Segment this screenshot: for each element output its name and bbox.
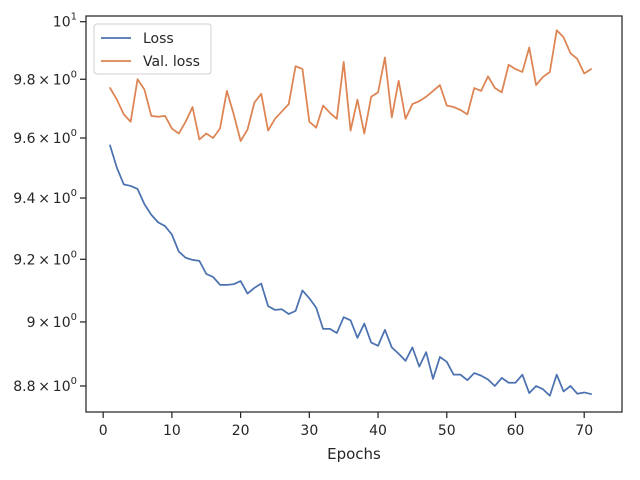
y-tick-label: 9.2 × 100 [13,249,77,268]
legend-entry: Val. loss [143,54,200,70]
series-line-val-loss [109,29,592,142]
x-tick-label: 60 [507,423,525,439]
x-tick-label: 50 [438,423,456,439]
x-tick-label: 70 [575,423,593,439]
legend: Loss Val. loss [93,23,212,75]
x-tick-label: 20 [232,423,250,439]
x-tick-label: 0 [99,423,108,439]
y-tick-label: 9.6 × 100 [13,128,77,147]
x-tick-label: 10 [163,423,181,439]
series-line-loss [109,144,592,397]
y-tick-label: 9 × 100 [27,312,77,331]
x-axis-label: Epochs [327,445,381,463]
legend-entry: Loss [143,31,174,47]
x-tick-label: 40 [369,423,387,439]
y-tick-label: 9.8 × 100 [13,69,77,88]
y-tick-label: 9.4 × 100 [13,188,77,207]
y-tick-label: 101 [53,12,77,31]
plot-frame [85,15,623,413]
y-tick-label: 8.8 × 100 [13,376,77,395]
x-tick-label: 30 [300,423,318,439]
